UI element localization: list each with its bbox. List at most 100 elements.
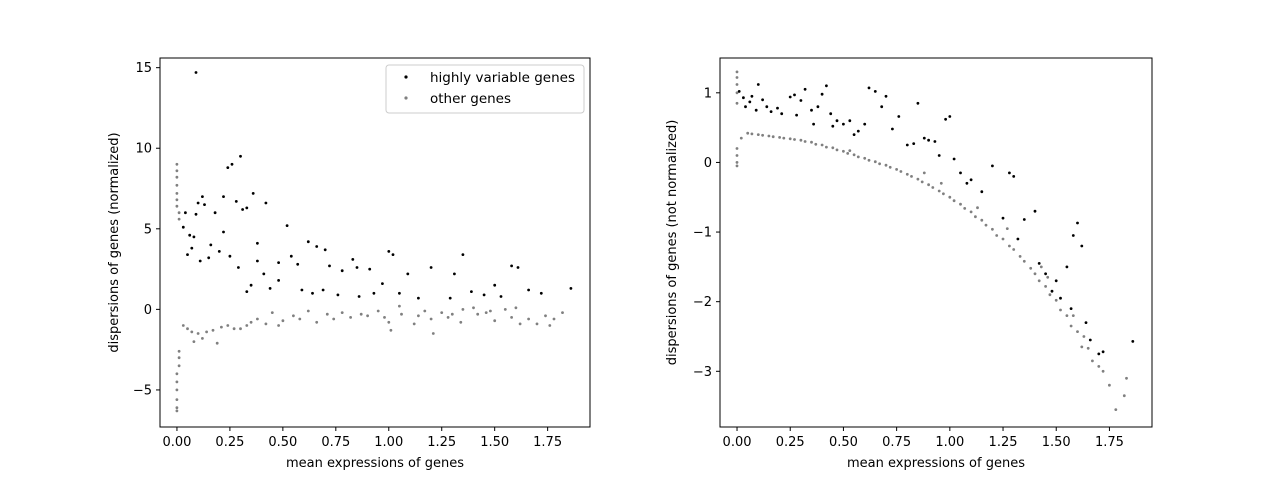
left-point-highly-variable (203, 203, 206, 207)
left-point-highly-variable (194, 212, 198, 216)
right-point-other (735, 164, 739, 168)
left-point-other (429, 317, 433, 321)
left-panel: 0.00 0.25 0.50 0.75 1.00 1.25 1.50 1.75 −5 0 5 10 1… (107, 57, 591, 471)
right-point-other (867, 158, 871, 162)
right-y-axis-label: dispersions of genes (not normalized) (665, 120, 680, 366)
left-point-highly-variable (198, 259, 202, 263)
left-point-highly-variable (228, 254, 232, 258)
left-point-other (400, 312, 403, 316)
left-point-other (315, 320, 319, 324)
right-point-other (799, 138, 803, 142)
left-point-other (245, 324, 249, 327)
left-point-other (306, 309, 310, 313)
right-point-other (878, 162, 881, 166)
right-point-other (846, 152, 850, 155)
left-point-other (264, 322, 268, 326)
left-point-other (398, 304, 401, 308)
left-point-other (249, 320, 253, 324)
right-point-highly-variable (891, 127, 894, 131)
right-point-other (976, 206, 979, 210)
left-point-highly-variable (391, 253, 395, 256)
right-point-highly-variable (1001, 216, 1005, 220)
left-point-highly-variable (222, 195, 225, 199)
right-point-highly-variable (948, 115, 952, 118)
left-point-other (387, 320, 391, 324)
left-y-axis-label: dispersions of genes (normalized) (107, 132, 122, 352)
right-y-tick-label: −2 (693, 295, 712, 310)
right-point-highly-variable (905, 143, 909, 147)
right-point-highly-variable (969, 178, 973, 182)
left-point-other (175, 175, 179, 179)
left-point-other (211, 328, 215, 332)
left-point-other (510, 316, 513, 319)
left-point-highly-variable (381, 282, 384, 285)
right-point-other (937, 189, 941, 193)
right-point-highly-variable (1088, 338, 1092, 342)
right-point-other (856, 155, 860, 159)
right-point-other (735, 154, 739, 157)
right-point-other (810, 140, 813, 144)
right-point-highly-variable (912, 142, 916, 146)
left-point-highly-variable (306, 240, 310, 244)
left-point-other (359, 312, 363, 316)
right-point-highly-variable (922, 136, 926, 140)
left-point-other (423, 309, 427, 313)
right-point-highly-variable (754, 108, 758, 112)
right-point-highly-variable (835, 119, 839, 123)
left-scatter-points (175, 71, 573, 413)
right-point-highly-variable (748, 100, 752, 104)
right-point-highly-variable (1033, 209, 1037, 213)
right-point-other (735, 101, 739, 105)
right-point-other (1091, 359, 1094, 363)
right-point-other (905, 172, 909, 176)
left-point-highly-variable (192, 235, 196, 239)
right-x-tick-label: 1.00 (935, 435, 964, 450)
right-point-other (735, 70, 739, 74)
left-point-highly-variable (351, 258, 355, 261)
left-point-other (281, 319, 285, 323)
left-point-highly-variable (539, 291, 543, 295)
left-point-other (177, 217, 181, 221)
left-point-highly-variable (222, 230, 225, 234)
right-point-highly-variable (825, 84, 828, 88)
left-point-other (389, 328, 393, 332)
left-point-other (292, 314, 295, 318)
right-point-other (1054, 298, 1058, 302)
left-point-other (489, 309, 492, 313)
right-point-highly-variable (937, 154, 941, 157)
right-point-other (782, 136, 786, 140)
left-point-highly-variable (328, 264, 331, 268)
left-point-other (175, 198, 179, 202)
left-point-other (175, 162, 179, 166)
right-y-tick-label: 0 (704, 156, 712, 171)
right-point-highly-variable (1071, 234, 1075, 237)
left-point-other (192, 340, 196, 343)
right-point-highly-variable (750, 94, 754, 98)
left-point-other (196, 332, 200, 335)
left-point-highly-variable (355, 266, 359, 269)
left-point-other (450, 312, 454, 316)
right-point-highly-variable (820, 92, 824, 96)
left-point-highly-variable (196, 201, 200, 205)
right-point-other (1018, 255, 1022, 258)
left-point-highly-variable (207, 256, 211, 260)
right-point-other (1071, 314, 1075, 317)
left-x-ticks: 0.00 0.25 0.50 0.75 1.00 1.25 1.50 1.75 (162, 427, 562, 450)
left-point-other (270, 311, 274, 314)
right-point-other (984, 223, 988, 227)
right-point-other (991, 227, 994, 231)
right-point-highly-variable (816, 105, 820, 109)
left-point-other (417, 314, 420, 318)
right-point-other (750, 132, 754, 136)
left-point-other (518, 322, 522, 326)
left-point-other (181, 324, 185, 327)
left-point-other (226, 324, 230, 327)
right-point-other (952, 199, 956, 203)
left-point-other (561, 311, 564, 314)
left-point-highly-variable (461, 253, 465, 256)
left-point-highly-variable (448, 296, 452, 300)
legend-marker-other (404, 96, 408, 100)
left-point-other (205, 330, 209, 334)
legend-box (385, 64, 585, 114)
left-point-highly-variable (300, 288, 304, 292)
